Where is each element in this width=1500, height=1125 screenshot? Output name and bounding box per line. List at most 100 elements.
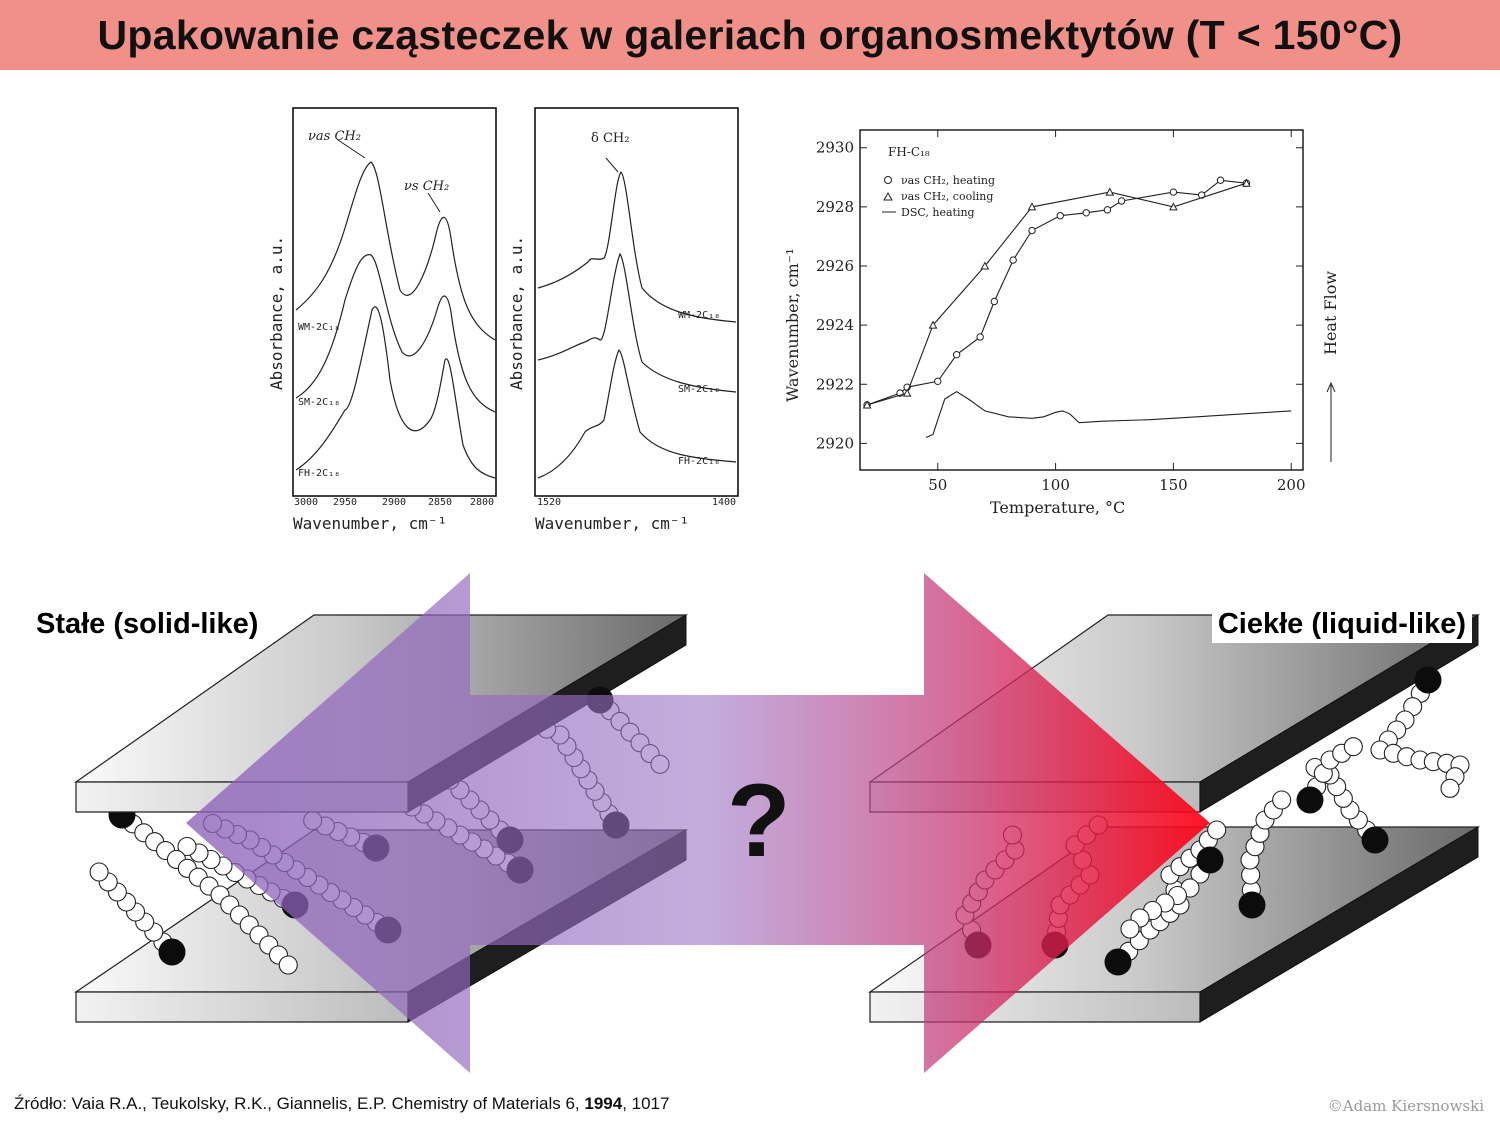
head-group (1196, 846, 1224, 874)
x-tick-label: 150 (1159, 476, 1188, 494)
x-tick-2900: 2900 (382, 497, 406, 508)
tchart-legend: νas CH₂, heating νas CH₂, cooling DSC, h… (882, 174, 995, 219)
heating-point (1169, 188, 1178, 196)
liquid-chain (1305, 757, 1389, 854)
y-tick-label: 2924 (816, 316, 854, 334)
carbon-bead (1207, 820, 1227, 840)
carbon-bead (177, 836, 197, 857)
solid-chain (108, 801, 298, 975)
carbon-bead (1343, 737, 1363, 757)
y-tick-label: 2920 (816, 434, 854, 452)
ir-spectrum-stretching: νas CH₂ νs CH₂ WM-2C₁₈ SM-2C₁₈ FH-2C₁₈ 3… (267, 107, 497, 533)
arrow-left-solid (186, 573, 712, 1073)
y-axis-label: Absorbance, a.u. (267, 236, 286, 390)
carbon-bead (1440, 778, 1460, 798)
source-year: 1994 (584, 1094, 623, 1113)
bottom-slab-front (75, 991, 409, 1023)
carbon-bead (278, 955, 298, 975)
head-group (158, 938, 186, 966)
x-tick-2950: 2950 (333, 497, 357, 508)
source-suffix: , 1017 (622, 1094, 670, 1113)
ir-panel1-curves (295, 161, 496, 479)
annot3-arrow (605, 157, 619, 173)
liquid-chain (1120, 846, 1224, 939)
annot-vs-ch2: νs CH₂ (404, 179, 449, 194)
legend-dsc: DSC, heating (901, 206, 975, 219)
annot2-arrow (427, 192, 441, 213)
x-tick-label: 200 (1277, 476, 1306, 494)
heating-point (1056, 212, 1064, 220)
tchart-heatflow-label: Heat Flow (1321, 271, 1340, 355)
label-solid-like: Stałe (solid-like) (32, 606, 263, 643)
cooling-point (980, 261, 990, 270)
series-line-2 (925, 391, 1292, 439)
series-label-fh: FH-2C₁₈ (298, 468, 340, 479)
head-group (1414, 666, 1442, 694)
tchart-frame (859, 129, 1304, 471)
annot-vas-ch2: νas CH₂ (308, 129, 361, 144)
heating-point (1082, 209, 1090, 217)
cooling-point (862, 400, 872, 409)
x-axis-label: Wavenumber, cm⁻¹ (293, 514, 447, 533)
tchart-xlabel: Temperature, °C (990, 498, 1125, 517)
temperature-chart: 50 100 150 200 2920 2922 2924 2926 2928 2930 FH-C… (783, 129, 1340, 517)
bottom-slab-side-right (1199, 826, 1479, 1023)
annot1-arrow (337, 139, 366, 159)
cooling-point (1105, 187, 1115, 196)
source-citation: Źródło: Vaia R.A., Teukolsky, R.K., Gian… (14, 1094, 669, 1114)
title-bar: Upakowanie cząsteczek w galeriach organo… (0, 0, 1500, 70)
legend-marker-circle (884, 176, 892, 184)
source-prefix: Źródło: Vaia R.A., Teukolsky, R.K., Gian… (14, 1094, 585, 1113)
x-axis-label-2: Wavenumber, cm⁻¹ (535, 514, 689, 533)
heating-point (976, 333, 984, 341)
x-tick-label: 50 (928, 476, 947, 494)
copyright-notice: ©Adam Kiersnowski (1327, 1097, 1484, 1115)
legend-cooling: νas CH₂, cooling (901, 190, 993, 203)
legend-marker-triangle (883, 191, 893, 201)
series-label-sm: SM-2C₁₈ (298, 397, 340, 408)
ir-panel1-frame (292, 107, 497, 497)
annot-delta-ch2: δ CH₂ (591, 131, 629, 146)
ir-panel2-frame (534, 107, 739, 497)
series-line-1 (866, 182, 1247, 406)
heating-point (1117, 197, 1126, 205)
cooling-point (928, 320, 938, 329)
x-tick-2850: 2850 (428, 497, 452, 508)
page-title: Upakowanie cząsteczek w galeriach organo… (97, 11, 1403, 58)
legend-heating: νas CH₂, heating (901, 174, 995, 187)
cooling-point (1169, 202, 1178, 211)
series-label-wm: WM-2C₁₈ (298, 322, 340, 333)
y-axis-label-2: Absorbance, a.u. (507, 236, 526, 390)
ir-panel2-curves (537, 171, 737, 479)
cooling-point (1027, 202, 1037, 211)
series-label-wm-2: WM-2C₁₈ (678, 310, 720, 321)
y-tick-label: 2922 (816, 375, 854, 393)
y-tick-label: 2926 (816, 257, 854, 275)
top-slab-side-right (1199, 614, 1479, 813)
question-mark: ? (727, 763, 791, 879)
solid-chain (89, 862, 186, 966)
series-label-fh-2: FH-2C₁₈ (678, 456, 720, 467)
heating-point (1103, 206, 1112, 214)
heatflow-arrow (1326, 381, 1336, 462)
heating-point (934, 377, 942, 386)
liquid-chain-upper (1370, 666, 1470, 798)
head-group (1104, 948, 1132, 976)
carbon-bead (89, 862, 109, 882)
x-tick-1400: 1400 (712, 497, 736, 508)
carbon-bead (1272, 790, 1292, 810)
ir-spectrum-bending: δ CH₂ WM-2C₁₈ SM-2C₁₈ FH-2C₁₈ 1520 1400 … (507, 107, 739, 533)
cooling-point (902, 388, 912, 397)
label-liquid-like: Ciekłe (liquid-like) (1211, 606, 1472, 643)
heating-point (1028, 226, 1036, 235)
heating-point (1009, 256, 1017, 264)
carbon-bead (1120, 919, 1140, 939)
x-tick-1520: 1520 (537, 497, 561, 508)
head-group (1238, 891, 1266, 919)
y-tick-label: 2928 (816, 198, 854, 216)
liquid-chain (1238, 790, 1292, 919)
y-tick-label: 2930 (816, 139, 854, 157)
heating-point (990, 297, 999, 306)
series-label-sm-2: SM-2C₁₈ (678, 384, 720, 395)
